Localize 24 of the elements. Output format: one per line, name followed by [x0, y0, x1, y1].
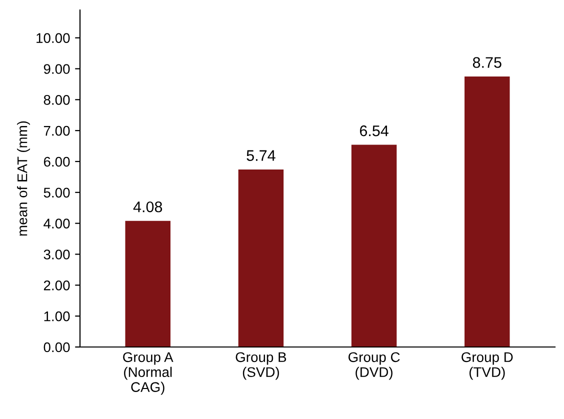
y-tick-label: 7.00: [44, 126, 70, 136]
y-tick-label: 10.00: [36, 33, 70, 43]
x-tick-label: Group A (Normal CAG): [123, 352, 174, 395]
y-axis-title: mean of EAT (mm): [17, 121, 30, 236]
y-tick-label: 2.00: [44, 280, 70, 290]
data-label: 4.08: [133, 201, 162, 212]
x-tick-label: Group D (TVD): [462, 352, 513, 380]
bar: [125, 220, 170, 347]
y-tick-label: 9.00: [44, 64, 70, 74]
x-tick-label: Group C (DVD): [348, 352, 400, 380]
x-tick-label: Group B (SVD): [236, 352, 286, 380]
bar: [238, 170, 284, 347]
y-tick-label: 0.00: [44, 342, 70, 352]
data-label: 8.75: [472, 57, 502, 68]
y-tick-label: 3.00: [44, 250, 70, 260]
y-tick-label: 4.00: [44, 218, 70, 228]
y-tick-label: 8.00: [44, 94, 70, 105]
bar: [351, 144, 397, 347]
y-tick-label: 1.00: [44, 311, 70, 322]
data-label: 6.54: [360, 125, 388, 136]
y-tick-label: 6.00: [44, 156, 70, 167]
y-tick-label: 5.00: [44, 188, 70, 198]
data-label: 5.74: [246, 150, 276, 161]
bar: [464, 76, 510, 347]
